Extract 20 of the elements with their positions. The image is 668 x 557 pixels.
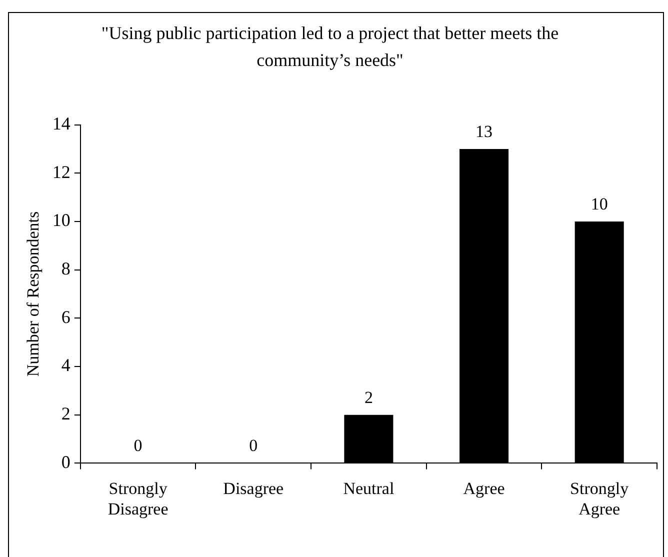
y-tick-label: 2 [61, 404, 70, 424]
data-label: 13 [476, 122, 493, 141]
chart-title: "Using public participation led to a project that better meets the community’s needs" [100, 22, 560, 72]
x-tick-label: Strongly Disagree [108, 478, 168, 518]
data-label: 10 [590, 194, 608, 214]
data-label: 0 [249, 436, 258, 456]
y-tick-label: 10 [52, 210, 70, 230]
y-tick-label: 14 [52, 114, 70, 134]
y-tick-label: 6 [61, 306, 70, 327]
x-tick-label: Strongly Agree [570, 478, 630, 518]
y-tick-label: 0 [61, 452, 70, 472]
y-tick-label: 12 [52, 162, 70, 182]
x-tick-label: Neutral [343, 478, 394, 498]
x-tick-label: Disagree [223, 478, 284, 498]
data-label: 0 [134, 436, 142, 456]
y-axis-title: Number of Respondents [24, 211, 43, 377]
y-tick-label: 8 [61, 258, 70, 279]
x-tick-label: Agree [463, 478, 505, 498]
data-label: 2 [364, 388, 373, 407]
y-tick-label: 4 [61, 355, 70, 376]
